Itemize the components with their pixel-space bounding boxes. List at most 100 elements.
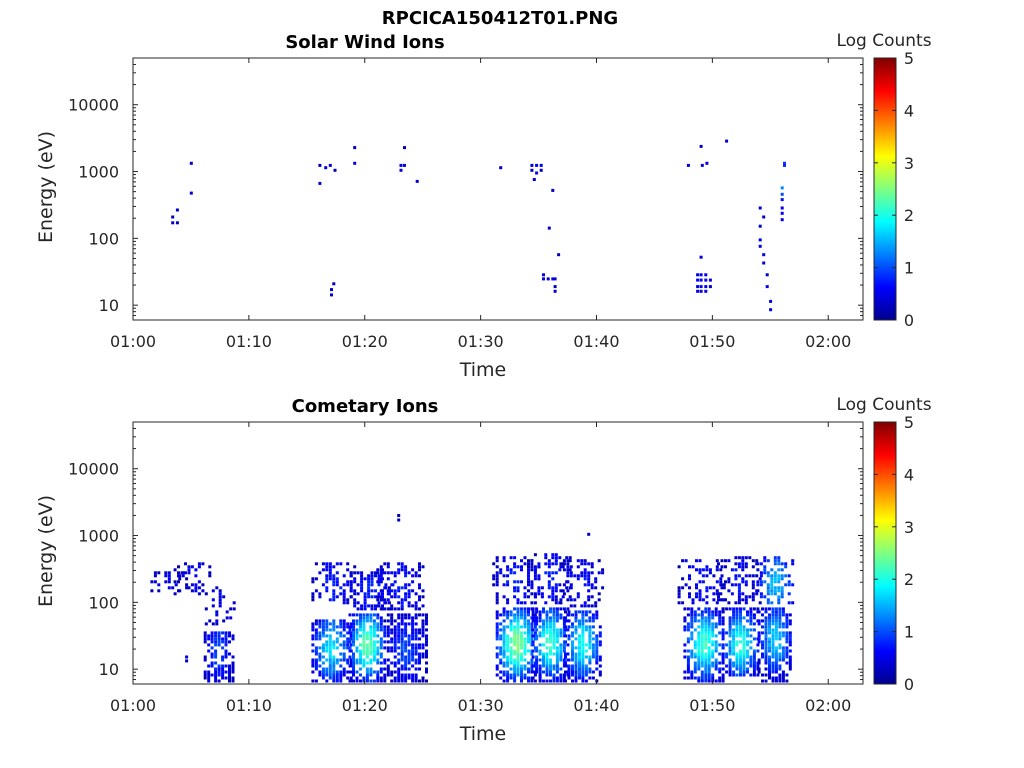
data-cell [384, 583, 388, 587]
data-cell [502, 610, 506, 614]
data-cell [739, 628, 742, 632]
data-cell [210, 673, 214, 677]
data-cell [374, 604, 377, 608]
x-tick-label: 01:10 [226, 696, 272, 715]
data-cell [742, 625, 746, 629]
data-cell [342, 670, 346, 674]
data-cell [574, 631, 578, 635]
data-cell [538, 613, 542, 617]
data-cell [376, 649, 380, 653]
data-cell [530, 652, 534, 656]
data-cell [735, 655, 739, 659]
data-cell [591, 655, 595, 659]
data-cell [741, 580, 745, 584]
data-cell [719, 568, 723, 572]
data-cell [335, 631, 339, 635]
data-cell [766, 583, 770, 587]
data-cell [221, 676, 225, 680]
data-cell [509, 556, 513, 560]
data-cell [785, 637, 789, 641]
data-cell [688, 574, 691, 578]
data-cell [513, 565, 517, 569]
data-cell [523, 616, 527, 620]
data-cell [545, 610, 549, 614]
data-cell [509, 619, 513, 623]
data-cell [502, 613, 506, 617]
data-cell [520, 613, 523, 617]
data-cell [549, 667, 552, 671]
data-cell [711, 628, 715, 632]
data-cell [523, 556, 527, 560]
data-cell [509, 673, 513, 677]
data-cell [567, 667, 571, 671]
data-cell [542, 607, 545, 611]
data-cell [698, 580, 702, 584]
data-cell [393, 628, 397, 632]
data-cell [781, 622, 785, 626]
x-tick-label: 01:40 [573, 332, 619, 351]
data-cell [697, 679, 701, 683]
data-cell [547, 562, 551, 566]
data-cell [755, 592, 759, 596]
data-cell [397, 679, 401, 683]
data-cell [562, 562, 566, 566]
data-cell [390, 607, 394, 611]
data-cell [214, 649, 218, 653]
data-cell [418, 658, 421, 662]
data-cell [397, 637, 401, 641]
data-cell [349, 661, 353, 665]
data-cell [545, 658, 549, 662]
data-cell [513, 640, 517, 644]
data-cell [346, 637, 350, 641]
data-cell [352, 622, 355, 626]
data-cell [203, 655, 207, 659]
data-cell [376, 613, 380, 617]
data-cell [207, 676, 211, 680]
data-cell [495, 574, 499, 578]
data-cell [728, 607, 732, 611]
data-cell [732, 664, 736, 668]
data-cell [369, 637, 373, 641]
data-cell [352, 670, 355, 674]
data-cell [386, 673, 390, 677]
data-cell [379, 565, 383, 569]
data-cell [686, 622, 690, 626]
data-cell [768, 628, 771, 632]
data-cell [393, 640, 397, 644]
data-cell [538, 664, 542, 668]
data-cell [598, 643, 602, 647]
data-cell [594, 601, 598, 605]
data-cell [523, 610, 527, 614]
data-cell [542, 628, 545, 632]
data-cell [355, 661, 359, 665]
data-cell [552, 631, 556, 635]
data-cell [353, 146, 357, 150]
data-cell [231, 655, 235, 659]
data-cell [314, 562, 318, 566]
data-cell [734, 568, 738, 572]
data-cell [734, 556, 738, 560]
data-cell [707, 640, 711, 644]
data-cell [686, 640, 690, 644]
data-cell [414, 676, 418, 680]
data-cell [189, 191, 193, 195]
data-cell [362, 649, 366, 653]
data-cell [711, 673, 715, 677]
data-cell [742, 607, 746, 611]
data-cell [523, 643, 527, 647]
data-cell [785, 619, 789, 623]
data-cell [587, 562, 591, 566]
data-cell [397, 625, 401, 629]
data-cell [157, 589, 161, 593]
data-cell [332, 622, 336, 626]
data-cell [352, 658, 355, 662]
data-cell [774, 676, 778, 680]
data-cell [533, 571, 537, 575]
data-cell [372, 655, 376, 659]
data-cell [404, 679, 408, 683]
data-cell [353, 598, 357, 602]
y-axis-label: Energy (eV) [35, 131, 57, 243]
data-cell [756, 580, 760, 584]
data-cell [390, 673, 394, 677]
data-cell [370, 580, 374, 584]
